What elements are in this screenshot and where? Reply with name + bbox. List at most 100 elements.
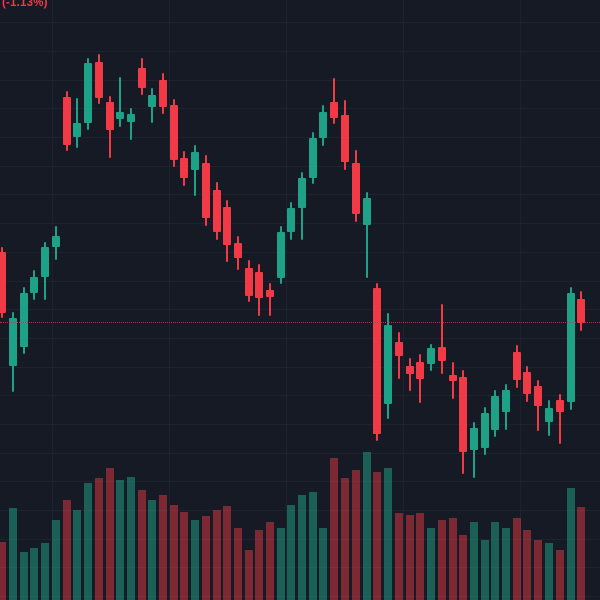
h-gridline [0,453,600,454]
previous-close-line [0,322,600,323]
change-label: (-1.13%) [2,0,48,9]
volume-bar [556,550,564,600]
volume-bar [116,480,124,600]
candle-body [234,243,242,258]
h-gridline [0,22,600,23]
volume-bar [352,470,360,600]
candle-body [223,207,231,245]
candle-body [20,293,28,347]
candle-body [255,272,263,298]
candle-body [330,102,338,118]
candle-body [170,105,178,160]
candle-body [416,362,424,379]
h-gridline [0,481,600,482]
candle-body [41,247,49,277]
volume-bar [52,520,60,600]
volume-bar [213,510,221,600]
volume-bar [30,548,38,600]
candle-wick [269,283,271,316]
volume-bar [330,458,338,600]
volume-bar [73,510,81,600]
volume-bar [298,495,306,600]
volume-bar [567,488,575,600]
candle-wick [366,192,368,278]
volume-bar [459,535,467,600]
candle-body [298,178,306,208]
candle-body [556,400,564,412]
volume-bar [577,507,585,600]
volume-bar [180,512,188,600]
candle-body [277,232,285,278]
candle-body [384,325,392,404]
candle-body [127,114,135,122]
h-gridline [0,281,600,282]
candle-wick [559,394,561,444]
volume-bar [234,528,242,600]
volume-bar [523,530,531,600]
candle-body [470,428,478,450]
volume-bar [266,522,274,600]
candle-body [95,62,103,98]
candle-body [106,102,114,130]
volume-bar [223,506,231,600]
candle-body [395,342,403,356]
volume-bar [245,550,253,600]
volume-bar [470,522,478,600]
h-gridline [0,309,600,310]
volume-bar [148,500,156,600]
volume-bar [63,500,71,600]
candle-body [459,377,467,452]
volume-bar [481,540,489,600]
volume-bar [502,528,510,600]
h-gridline [0,367,600,368]
candle-body [309,138,317,178]
volume-bar [277,528,285,600]
candle-body [513,352,521,380]
candle-body [213,190,221,232]
volume-bar [406,515,414,600]
candle-body [73,123,81,137]
volume-bar [287,505,295,600]
candle-body [534,386,542,406]
v-gridline [520,0,521,600]
volume-bar [95,478,103,600]
candle-body [63,97,71,145]
h-gridline [0,137,600,138]
volume-bar [41,543,49,600]
volume-bar [202,516,210,600]
candle-body [481,413,489,448]
v-gridline [52,0,53,600]
candle-body [9,318,17,366]
candle-body [159,80,167,107]
candle-wick [119,77,121,127]
volume-bar [534,540,542,600]
volume-bar [384,468,392,600]
h-gridline [0,252,600,253]
candle-body [0,252,6,313]
candle-body [30,277,38,293]
volume-bar [416,513,424,600]
candle-wick [441,304,443,374]
volume-bar [319,528,327,600]
candle-body [545,408,553,422]
candle-body [427,348,435,364]
volume-bar [309,492,317,600]
candle-wick [194,145,196,196]
h-gridline [0,424,600,425]
candle-wick [473,422,475,478]
candle-body [449,375,457,381]
volume-bar [373,472,381,600]
volume-bar [341,478,349,600]
candle-body [363,198,371,225]
volume-bar [438,520,446,600]
candle-body [341,115,349,162]
volume-bar [127,477,135,600]
candle-body [406,366,414,374]
candle-body [148,95,156,107]
volume-bar [9,508,17,600]
volume-bar [545,543,553,600]
volume-bar [449,518,457,600]
volume-bar [106,468,114,600]
candle-body [138,68,146,88]
